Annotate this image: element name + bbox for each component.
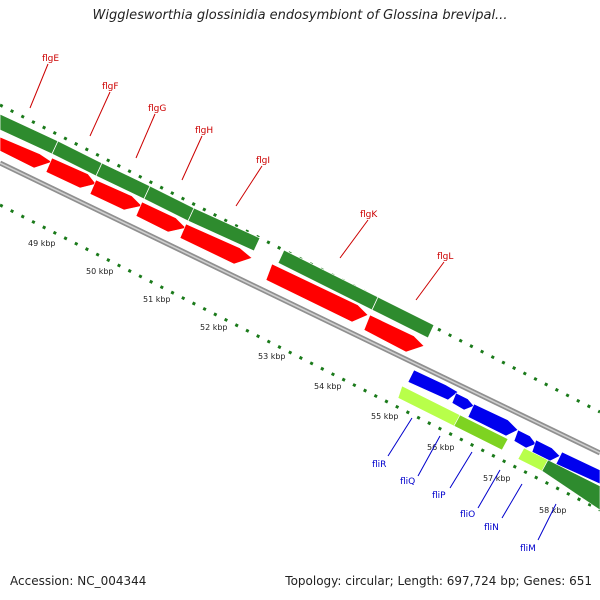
kbp-label: 55 kbp — [371, 412, 399, 421]
kbp-label: 54 kbp — [314, 382, 342, 391]
gene-label-flgL[interactable]: flgL — [437, 252, 453, 262]
gene-label-fliO[interactable]: fliO — [460, 510, 475, 520]
gene-label-fliQ[interactable]: fliQ — [400, 477, 415, 487]
blue-cds-arrows — [407, 369, 600, 485]
gene-label-fliR[interactable]: fliR — [372, 460, 386, 470]
gene-label-fliM[interactable]: fliM — [520, 544, 536, 554]
kbp-label: 56 kbp — [427, 443, 455, 452]
gene-label-flgH[interactable]: flgH — [195, 126, 213, 136]
gene-label-flgI[interactable]: flgI — [256, 156, 270, 166]
kbp-label: 57 kbp — [483, 474, 511, 483]
gene-label-flgE[interactable]: flgE — [42, 54, 59, 64]
gene-label-fliP[interactable]: fliP — [432, 491, 446, 501]
bottom-gene-labels — [387, 417, 557, 541]
green-cds-band-top — [0, 113, 435, 339]
kbp-label: 50 kbp — [86, 267, 114, 276]
kbp-label: 51 kbp — [143, 295, 171, 304]
gene-label-flgK[interactable]: flgK — [360, 210, 378, 220]
map-title: Wigglesworthia glossinidia endosymbiont … — [92, 8, 508, 23]
kbp-label: 53 kbp — [258, 352, 286, 361]
kbp-label: 49 kbp — [28, 239, 56, 248]
gene-label-fliN[interactable]: fliN — [484, 523, 499, 533]
gene-label-flgG[interactable]: flgG — [148, 104, 166, 114]
top-gene-labels — [29, 63, 445, 301]
accession-text: Accession: NC_004344 — [10, 574, 147, 588]
green-cds-band-bottom — [397, 385, 600, 511]
inner-tick-row — [0, 203, 600, 512]
gene-label-flgF[interactable]: flgF — [102, 82, 119, 92]
genome-summary-text: Topology: circular; Length: 697,724 bp; … — [285, 574, 592, 588]
red-cds-arrows — [0, 136, 425, 353]
kbp-label: 52 kbp — [200, 323, 228, 332]
genome-backbone-highlight — [0, 162, 600, 454]
